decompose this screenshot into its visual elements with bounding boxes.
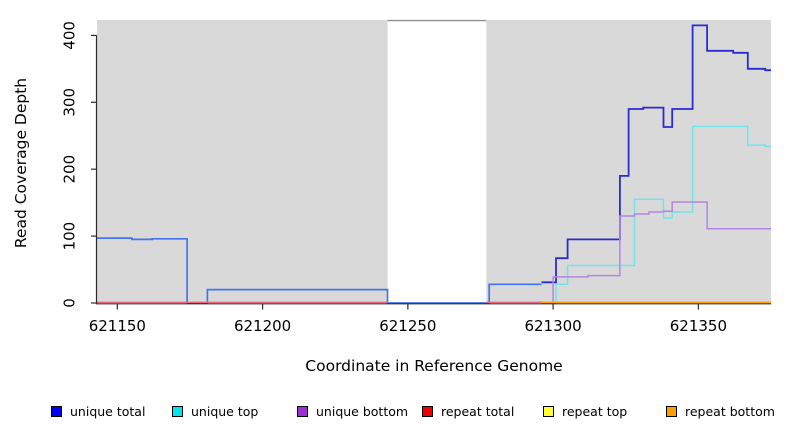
legend-item-unique-top: unique top bbox=[172, 400, 258, 424]
x-axis-title: Coordinate in Reference Genome bbox=[305, 357, 563, 375]
legend-label: unique top bbox=[191, 404, 259, 419]
legend-swatch-unique-top bbox=[172, 406, 183, 417]
legend-item-repeat-total: repeat total bbox=[422, 400, 514, 424]
legend-item-unique-total: unique total bbox=[51, 400, 145, 424]
coverage-gap-region bbox=[387, 20, 487, 303]
legend: unique total unique top unique bottom repea… bbox=[0, 400, 792, 426]
legend-swatch-repeat-top bbox=[543, 406, 554, 417]
y-tick-label: 100 bbox=[61, 222, 79, 251]
series-line-unique-top bbox=[541, 125, 771, 304]
series-line-unique-total-right bbox=[541, 24, 771, 284]
legend-label: repeat total bbox=[441, 404, 515, 419]
y-tick-label: 0 bbox=[61, 298, 79, 308]
legend-swatch-repeat-total bbox=[422, 406, 433, 417]
legend-swatch-unique-total bbox=[51, 406, 62, 417]
y-tick-label: 300 bbox=[61, 88, 79, 117]
x-tick-label: 621150 bbox=[89, 317, 146, 335]
y-tick-label: 200 bbox=[61, 155, 79, 184]
legend-swatch-unique-bottom bbox=[297, 406, 308, 417]
y-tick-label: 400 bbox=[61, 21, 79, 50]
legend-label: unique bottom bbox=[316, 404, 409, 419]
legend-item-repeat-top: repeat top bbox=[543, 400, 627, 424]
legend-item-unique-bottom: unique bottom bbox=[297, 400, 408, 424]
y-axis-title: Read Coverage Depth bbox=[12, 77, 30, 249]
legend-swatch-repeat-bottom bbox=[666, 406, 677, 417]
legend-item-repeat-bottom: repeat bottom bbox=[666, 400, 775, 424]
series-line-unique-bottom bbox=[541, 201, 771, 304]
x-tick-label: 621350 bbox=[670, 317, 727, 335]
series-line-unique-total-left bbox=[97, 237, 542, 304]
x-tick-label: 621300 bbox=[524, 317, 581, 335]
legend-label: unique total bbox=[70, 404, 146, 419]
x-tick-label: 621200 bbox=[234, 317, 291, 335]
x-tick-label: 621250 bbox=[379, 317, 436, 335]
plot-canvas: 0 100 200 300 400 621150 621200 621250 621300 621… bbox=[61, 19, 771, 335]
legend-label: repeat top bbox=[562, 404, 628, 419]
legend-label: repeat bottom bbox=[685, 404, 775, 419]
